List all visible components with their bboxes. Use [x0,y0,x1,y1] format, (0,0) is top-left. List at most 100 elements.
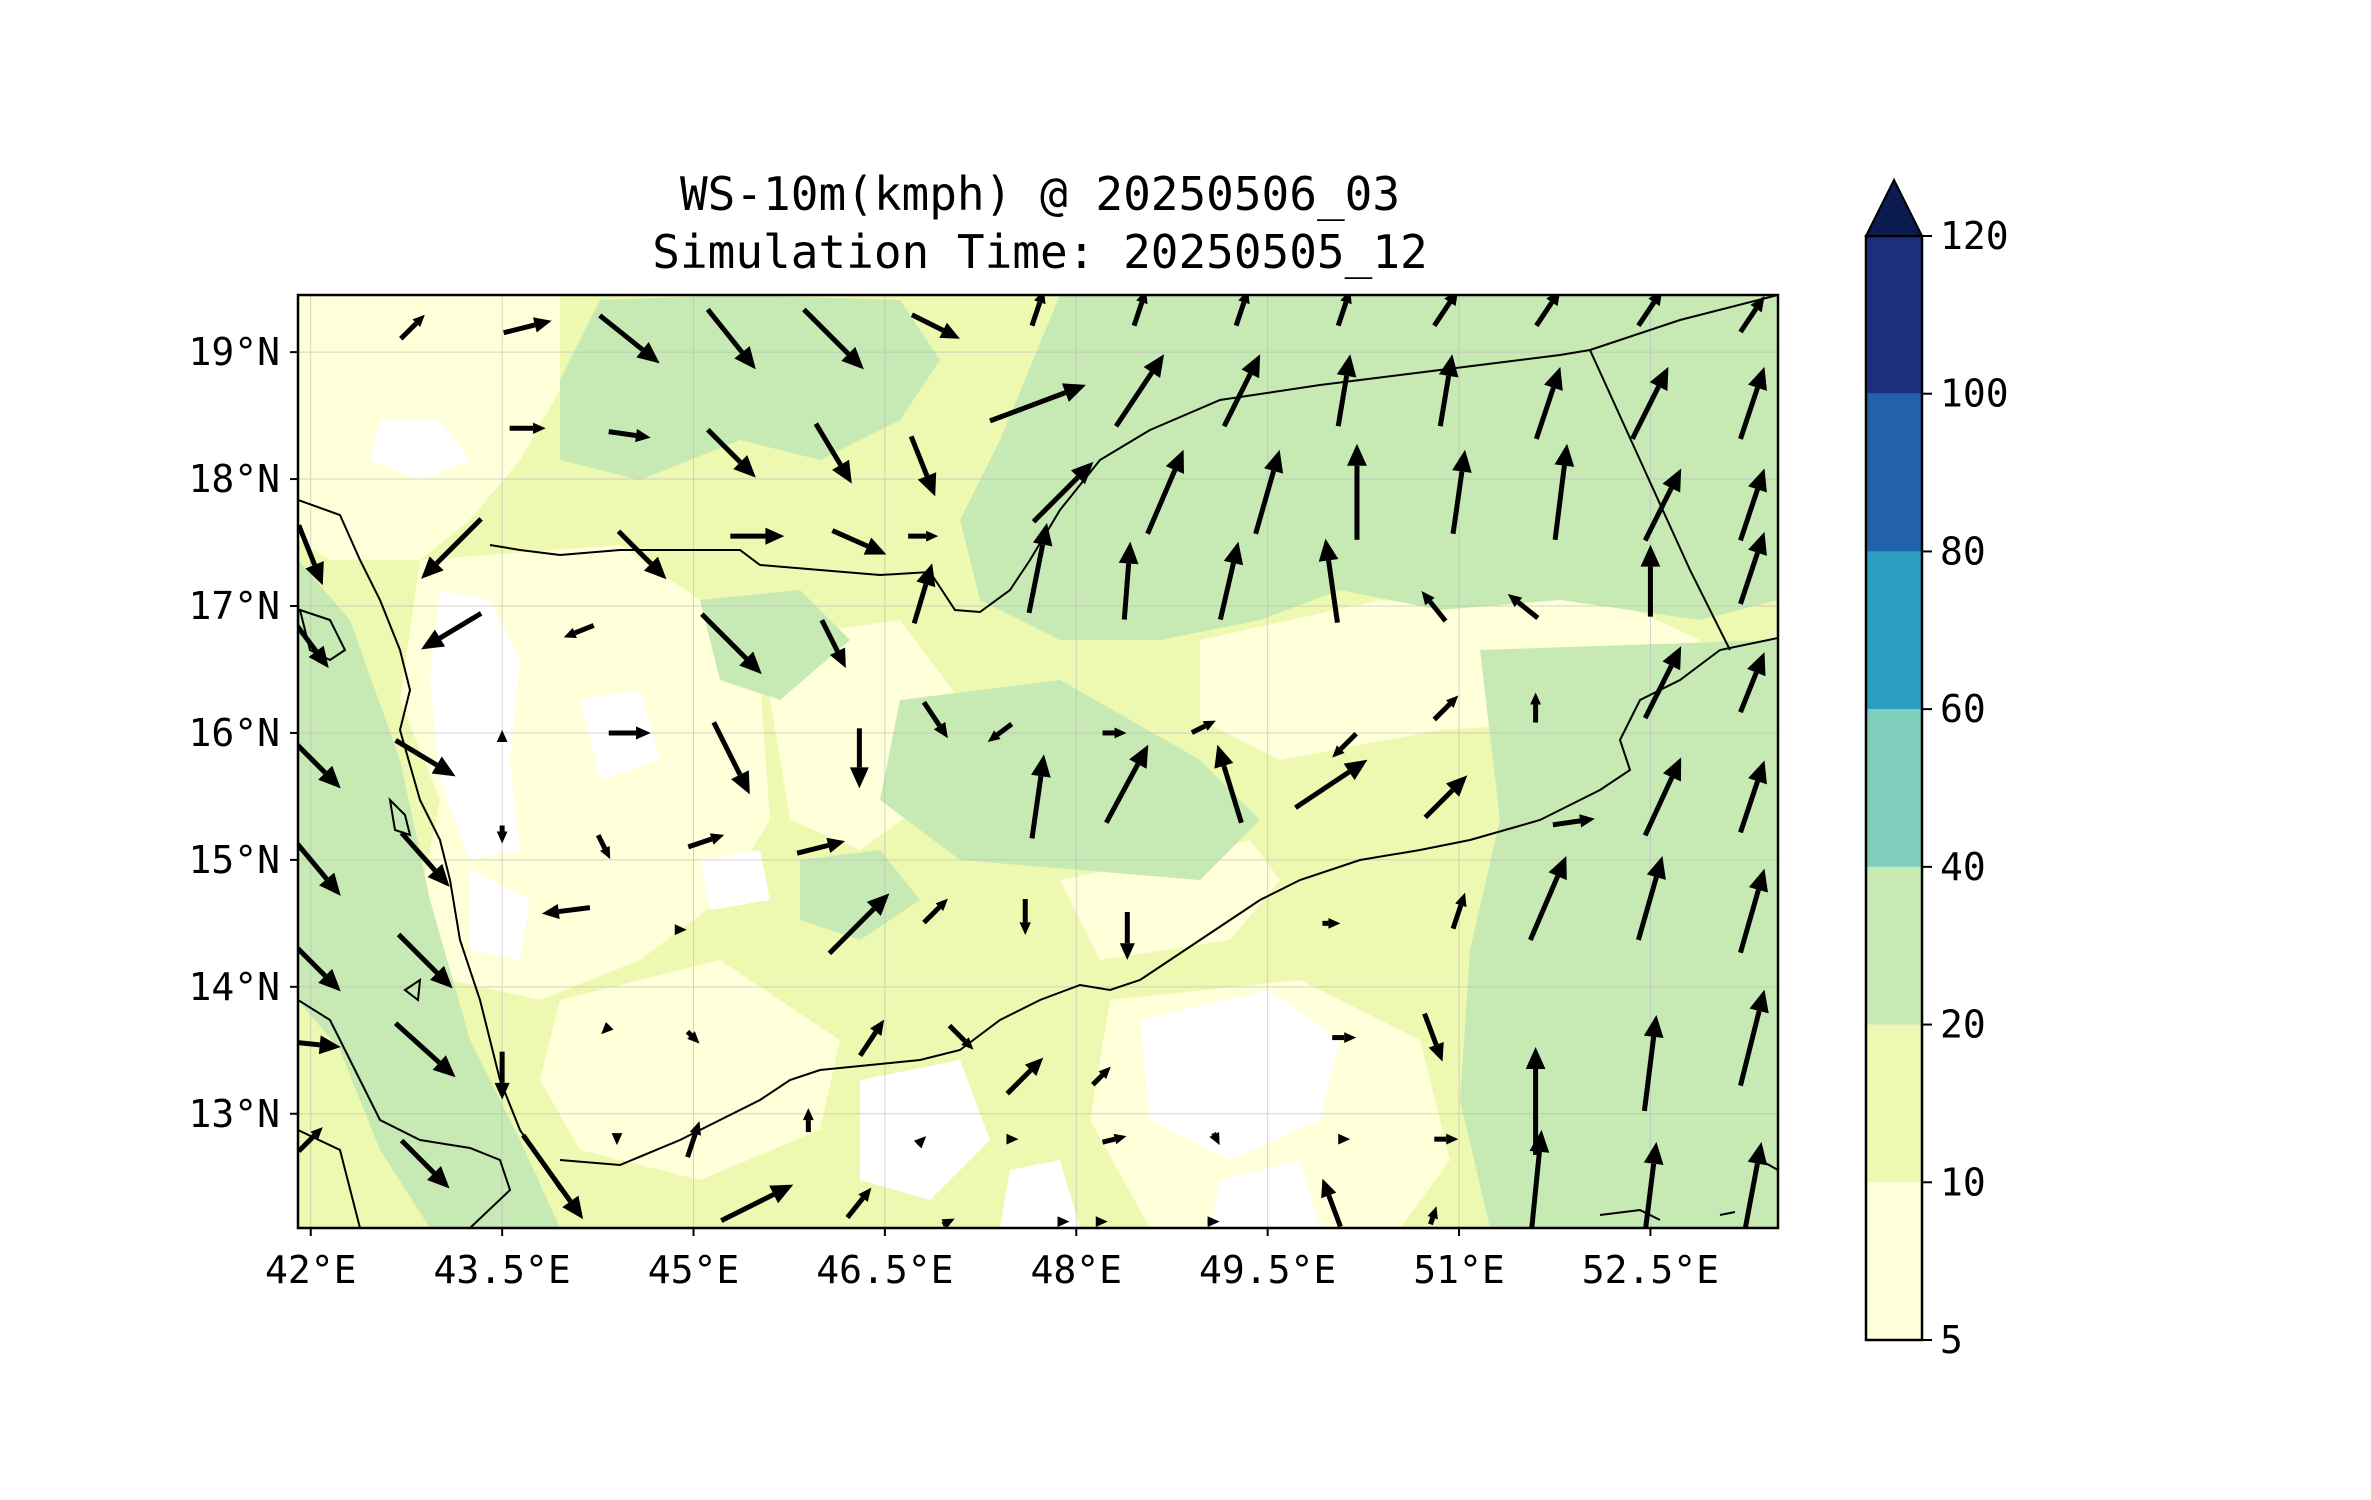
wind-arrow [1738,989,1769,1087]
colorbar-tick-label: 20 [1940,1003,1986,1047]
wind-arrow [298,945,341,992]
wind-arrow [1738,531,1767,605]
colorbar-tick-label: 120 [1940,214,2009,258]
wind-arrow [563,623,595,638]
wind-arrow [845,1187,872,1220]
wind-arrow [1742,1141,1768,1228]
wind-arrow [1091,1066,1111,1087]
wind-arrow [1026,522,1053,614]
y-tick-label: 16°N [188,711,280,755]
wind-arrow [1321,1178,1343,1228]
wind-arrow [298,524,324,586]
wind-arrow [598,313,660,364]
wind-arrow [616,529,667,580]
map-panel [298,295,1778,1228]
wind-arrow [1421,591,1448,623]
wind-arrow [1332,731,1358,758]
wind-arrow [1552,443,1575,541]
colorbar-tick-label: 60 [1940,687,1986,731]
x-tick-label: 49.5°E [1199,1248,1336,1292]
wind-arrow [1057,1216,1070,1228]
wind-arrow [1636,295,1662,328]
wind-arrow [298,1127,323,1153]
wind-arrow [1031,461,1094,524]
wind-arrow [1450,892,1467,930]
wind-arrow [700,612,762,675]
colorbar-segment [1866,551,1922,710]
wind-arrow [687,833,725,850]
wind-arrow [989,383,1086,424]
wind-arrow [1019,899,1031,935]
wind-arrow [1131,295,1148,327]
x-axis: 42°E 43.5°E 45°E 46.5°E 48°E 49.5°E 51°E 52.5°E [265,1228,1719,1292]
wind-arrow [1332,1032,1357,1043]
wind-arrow [1738,366,1767,440]
wind-arrow [608,428,651,443]
wind-arrow [1029,754,1051,839]
coastline-gulf-of-aden [559,637,1778,1167]
wind-arrow [1318,538,1340,623]
wind-arrow [1347,443,1367,540]
wind-arrow [541,903,591,920]
wind-arrow [1209,1131,1220,1146]
wind-arrow [1294,759,1368,810]
wind-arrow [399,831,450,887]
y-axis: 19°N 18°N 17°N 16°N 15°N 14°N 13°N [188,330,298,1136]
wind-arrow [908,530,939,542]
wind-arrow [298,1035,341,1055]
map-title: WS-10m(kmph) @ 20250506_03 [680,167,1400,221]
wind-arrow [496,729,508,742]
wind-vectors [298,295,1769,1228]
x-tick-label: 48°E [1031,1248,1123,1292]
wind-arrow [1507,594,1540,620]
y-tick-label: 19°N [188,330,280,374]
wind-arrow [1528,855,1567,941]
wind-arrow [802,1108,814,1133]
x-tick-label: 45°E [648,1248,740,1292]
wind-arrow [849,728,869,789]
wind-arrow [1217,541,1244,621]
wind-arrow [706,427,756,478]
wind-arrow [1113,354,1165,428]
colorbar-segment [1866,1024,1922,1183]
wind-arrow [922,898,948,925]
wind-arrow [298,840,341,896]
wind-arrow [503,317,552,336]
wind-arrow [711,721,750,795]
wind-arrow [913,1136,927,1149]
wind-arrow [802,307,864,370]
wind-arrow [1253,449,1284,535]
x-tick-label: 46.5°E [816,1248,953,1292]
wind-arrow [1738,652,1766,714]
x-tick-label: 52.5°E [1582,1248,1719,1292]
wind-arrow [947,1023,974,1050]
map-frame [296,293,1780,1230]
wind-arrow [1642,468,1682,542]
wind-arrow [399,314,425,341]
wind-arrow [1450,449,1472,535]
x-tick-label: 51°E [1413,1248,1505,1292]
wind-arrow [831,528,887,555]
wind-arrow [911,563,936,625]
wind-arrow [1641,1014,1664,1112]
colorbar-tick-label: 80 [1940,529,1986,573]
wind-arrow [1214,744,1244,824]
border-saudi-yemen [489,295,1778,614]
wind-arrow [819,618,846,669]
wind-arrow [1335,295,1352,327]
wind-arrow [1643,1141,1664,1228]
wind-arrow [1102,727,1127,739]
colorbar-segment [1866,393,1922,552]
wind-arrow [1630,366,1669,441]
wind-arrow [1335,354,1357,427]
wind-arrow [421,517,483,579]
wind-arrow [685,1029,700,1044]
wind-arrow [521,1133,584,1220]
wind-arrow [1437,354,1459,427]
wind-arrow [1530,692,1541,723]
colorbar-tick-label: 100 [1940,372,2009,416]
colorbar-extend-arrow [1864,177,1924,237]
colorbar-segment [1866,236,1922,394]
wind-arrow [1533,366,1563,440]
